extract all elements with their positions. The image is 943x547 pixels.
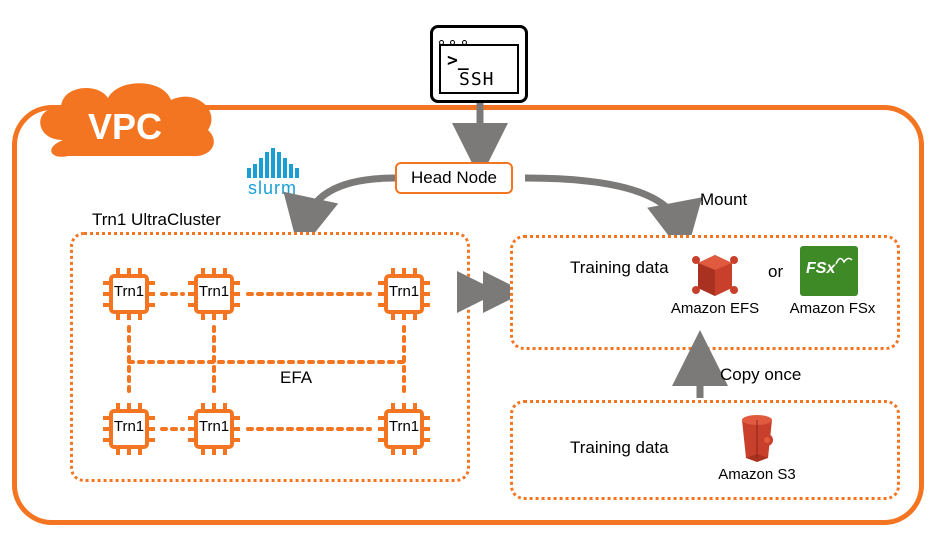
chip-label: Trn1 xyxy=(100,283,158,300)
s3-label: Amazon S3 xyxy=(712,466,802,483)
trn1-chip: Trn1 xyxy=(185,265,243,323)
mount-label: Mount xyxy=(700,190,747,210)
storage-bottom-box xyxy=(510,400,900,500)
efs-icon xyxy=(688,248,742,298)
s3-icon xyxy=(730,410,784,464)
head-node: Head Node xyxy=(395,162,513,194)
storage-bottom-title: Training data xyxy=(570,438,669,458)
arrow-head-to-cluster xyxy=(285,170,405,240)
trn1-chip: Trn1 xyxy=(375,400,433,458)
fsx-icon: FSx xyxy=(800,246,858,296)
head-node-label: Head Node xyxy=(411,168,497,187)
trn1-chip: Trn1 xyxy=(100,265,158,323)
arrow-ssh-to-head xyxy=(468,103,492,163)
copy-label: Copy once xyxy=(720,365,801,385)
ssh-terminal: >_ SSH xyxy=(430,25,528,103)
arrow-s3-up xyxy=(688,350,712,402)
vpc-label: VPC xyxy=(70,106,180,148)
chip-label: Trn1 xyxy=(100,418,158,435)
trn1-chip: Trn1 xyxy=(185,400,243,458)
arrow-cluster-storage xyxy=(470,280,512,304)
trn1-chip: Trn1 xyxy=(100,400,158,458)
fsx-badge-text: FSx xyxy=(806,260,835,278)
ssh-prompt-text: >_ xyxy=(447,50,469,71)
fsx-label: Amazon FSx xyxy=(785,300,880,317)
or-label: or xyxy=(768,262,783,282)
arrow-head-to-storage xyxy=(520,170,710,245)
chip-label: Trn1 xyxy=(375,283,433,300)
efa-label: EFA xyxy=(280,368,312,388)
efs-label: Amazon EFS xyxy=(665,300,765,317)
storage-top-title: Training data xyxy=(570,258,669,278)
cluster-title: Trn1 UltraCluster xyxy=(92,210,221,230)
ssh-label-text: SSH xyxy=(459,69,495,90)
trn1-chip: Trn1 xyxy=(375,265,433,323)
chip-label: Trn1 xyxy=(375,418,433,435)
chip-label: Trn1 xyxy=(185,283,243,300)
chip-label: Trn1 xyxy=(185,418,243,435)
